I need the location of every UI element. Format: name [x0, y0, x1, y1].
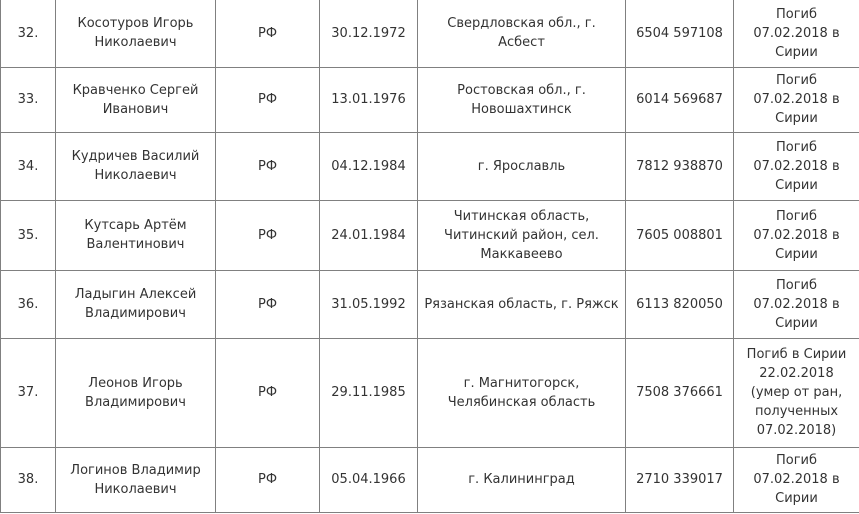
table-row: 35. Кутсарь Артём Валентинович РФ 24.01.… — [0, 199, 859, 271]
name-cell: Леонов Игорь Владимирович — [55, 337, 216, 448]
place-cell: Свердловская обл., г. Асбест — [417, 0, 626, 68]
death-cell: Погиб в Сирии 22.02.2018 (умер от ран, п… — [733, 337, 859, 448]
table-row: 37. Леонов Игорь Владимирович РФ 29.11.1… — [0, 337, 859, 448]
death-cell: Погиб 07.02.2018 в Сирии — [733, 0, 859, 68]
passport-cell: 6113 820050 — [625, 269, 734, 339]
row-number-cell: 34. — [0, 131, 56, 201]
row-number-cell: 32. — [0, 0, 56, 68]
citizenship-cell: РФ — [215, 337, 320, 448]
place-cell: Рязанская область, г. Ряжск — [417, 269, 626, 339]
passport-cell: 6504 597108 — [625, 0, 734, 68]
citizenship-cell: РФ — [215, 269, 320, 339]
citizenship-cell: РФ — [215, 131, 320, 201]
table-row: 34. Кудричев Василий Николаевич РФ 04.12… — [0, 131, 859, 201]
row-number-cell: 37. — [0, 337, 56, 448]
name-cell: Ладыгин Алексей Владимирович — [55, 269, 216, 339]
passport-cell: 7508 376661 — [625, 337, 734, 448]
passport-cell: 7812 938870 — [625, 131, 734, 201]
birthdate-cell: 05.04.1966 — [319, 446, 418, 513]
citizenship-cell: РФ — [215, 199, 320, 271]
citizenship-cell: РФ — [215, 446, 320, 513]
death-cell: Погиб 07.02.2018 в Сирии — [733, 131, 859, 201]
birthdate-cell: 31.05.1992 — [319, 269, 418, 339]
birthdate-cell: 29.11.1985 — [319, 337, 418, 448]
death-cell: Погиб 07.02.2018 в Сирии — [733, 269, 859, 339]
passport-cell: 7605 008801 — [625, 199, 734, 271]
death-cell: Погиб 07.02.2018 в Сирии — [733, 66, 859, 133]
row-number-cell: 33. — [0, 66, 56, 133]
place-cell: г. Магнитогорск, Челябинская область — [417, 337, 626, 448]
name-cell: Косотуров Игорь Николаевич — [55, 0, 216, 68]
name-cell: Логинов Владимир Николаевич — [55, 446, 216, 513]
citizenship-cell: РФ — [215, 0, 320, 68]
death-cell: Погиб 07.02.2018 в Сирии — [733, 446, 859, 513]
citizenship-cell: РФ — [215, 66, 320, 133]
row-number-cell: 36. — [0, 269, 56, 339]
death-cell: Погиб 07.02.2018 в Сирии — [733, 199, 859, 271]
row-number-cell: 38. — [0, 446, 56, 513]
place-cell: Читинская область, Читинский район, сел.… — [417, 199, 626, 271]
birthdate-cell: 13.01.1976 — [319, 66, 418, 133]
birthdate-cell: 30.12.1972 — [319, 0, 418, 68]
birthdate-cell: 04.12.1984 — [319, 131, 418, 201]
birthdate-cell: 24.01.1984 — [319, 199, 418, 271]
place-cell: Ростовская обл., г. Новошахтинск — [417, 66, 626, 133]
table-row: 38. Логинов Владимир Николаевич РФ 05.04… — [0, 446, 859, 513]
table-row: 36. Ладыгин Алексей Владимирович РФ 31.0… — [0, 269, 859, 339]
name-cell: Кудричев Василий Николаевич — [55, 131, 216, 201]
place-cell: г. Ярославль — [417, 131, 626, 201]
name-cell: Кравченко Сергей Иванович — [55, 66, 216, 133]
name-cell: Кутсарь Артём Валентинович — [55, 199, 216, 271]
row-number-cell: 35. — [0, 199, 56, 271]
place-cell: г. Калининград — [417, 446, 626, 513]
table-row: 32. Косотуров Игорь Николаевич РФ 30.12.… — [0, 0, 859, 68]
table-row: 33. Кравченко Сергей Иванович РФ 13.01.1… — [0, 66, 859, 133]
passport-cell: 2710 339017 — [625, 446, 734, 513]
passport-cell: 6014 569687 — [625, 66, 734, 133]
